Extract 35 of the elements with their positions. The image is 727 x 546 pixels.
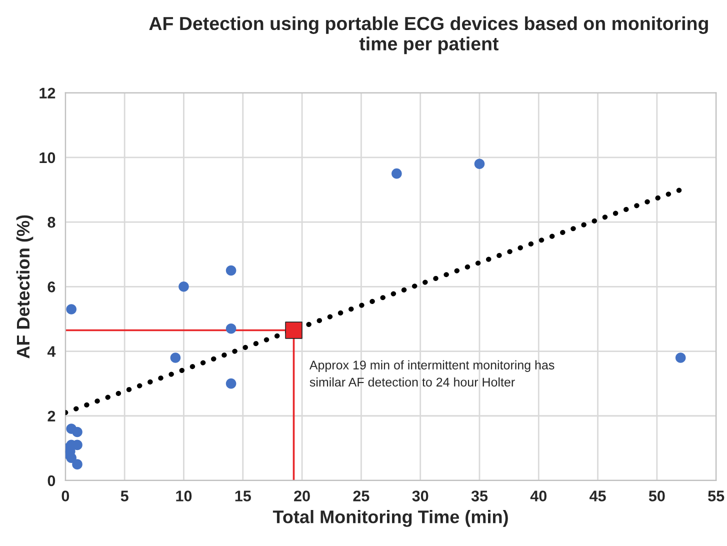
x-tick-label: 25 (353, 490, 370, 502)
x-axis-title: Total Monitoring Time (min) (272, 510, 508, 527)
point (474, 158, 485, 170)
point (675, 352, 686, 363)
chart-title: AF Detection using portable ECG devices based on monitoring time per patient (149, 16, 708, 54)
annotation: Approx 19 min of intermittent monitoring has similar AF detection to 24 hour Holter (309, 360, 554, 387)
x-tick-label: 55 (708, 490, 724, 502)
x-tick-label: 40 (530, 490, 547, 502)
y-tick-label: 2 (48, 410, 56, 422)
point (226, 323, 236, 334)
y-axis-title: AF Detection (%) (16, 215, 34, 358)
x-tick-label: 15 (235, 490, 251, 502)
y-tick-label: 10 (40, 152, 56, 164)
y-tick-label: 0 (48, 475, 56, 486)
x-tick-label: 5 (120, 490, 128, 502)
x-tick-label: 45 (590, 490, 606, 502)
x-tick-label: 20 (294, 490, 310, 502)
x-tick-label: 10 (176, 490, 192, 502)
y-tick-label: 6 (48, 282, 56, 292)
point (170, 352, 181, 363)
y-tick-label: 4 (47, 346, 56, 357)
point (72, 459, 82, 470)
point (285, 322, 302, 339)
point (226, 378, 236, 389)
point (66, 304, 76, 314)
x-tick-label: 30 (412, 490, 428, 502)
point (178, 282, 189, 292)
y-tick-label: 8 (48, 216, 56, 228)
x-tick-label: 50 (648, 490, 665, 502)
x-tick-label: 35 (471, 490, 488, 502)
point (72, 426, 82, 438)
x-tick-label: 0 (62, 490, 70, 502)
y-tick-label: 12 (40, 88, 56, 98)
point (392, 168, 402, 179)
point (226, 265, 236, 276)
